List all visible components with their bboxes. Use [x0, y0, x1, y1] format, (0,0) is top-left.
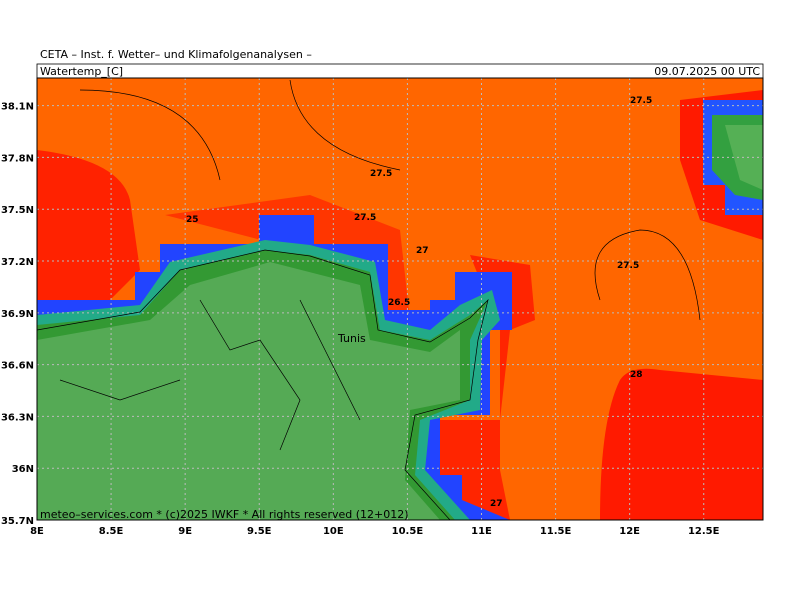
lon-tick-label: 10E [323, 526, 344, 537]
contour-label: 27 [416, 246, 429, 256]
footer: meteo–services.com * (c)2025 IWKF * All … [40, 508, 409, 521]
lat-tick-label: 35.7N [1, 516, 34, 527]
contour-label: 27.5 [354, 213, 376, 223]
title: CETA – Inst. f. Wetter– und Klimafolgena… [40, 48, 312, 61]
contour-label: 25 [186, 215, 199, 225]
lon-tick-label: 8E [30, 526, 44, 537]
lat-tick-label: 37.8N [1, 153, 34, 164]
contour-label: 27.5 [617, 261, 639, 271]
lat-tick-label: 38.1N [1, 102, 34, 113]
lat-tick-label: 36.3N [1, 412, 34, 423]
city-label: Tunis [337, 332, 366, 345]
lon-tick-label: 11.5E [540, 526, 572, 537]
lat-tick-label: 37.2N [1, 257, 34, 268]
lon-tick-label: 9.5E [247, 526, 272, 537]
lat-tick-label: 36.6N [1, 361, 34, 372]
lon-tick-label: 12.5E [688, 526, 720, 537]
contour-label: 27.5 [630, 96, 652, 106]
coastline [36, 79, 701, 521]
variable: Watertemp_[C] [40, 65, 123, 78]
lon-tick-label: 12E [619, 526, 640, 537]
map-frame [36, 77, 764, 521]
map-field [37, 78, 763, 520]
lon-tick-label: 8.5E [99, 526, 124, 537]
valid-time: 09.07.2025 00 UTC [654, 65, 760, 78]
lon-tick-label: 10.5E [392, 526, 424, 537]
lat-tick-label: 36.9N [1, 309, 34, 320]
lat-tick-label: 36N [12, 464, 34, 475]
lat-tick-label: 37.5N [1, 205, 34, 216]
contour-label: 26.5 [388, 298, 410, 308]
lon-tick-label: 9E [178, 526, 192, 537]
lon-tick-label: 11E [471, 526, 492, 537]
contour-label: 28 [630, 370, 643, 380]
contour-label: 27 [490, 499, 503, 509]
contour-label: 27.5 [370, 169, 392, 179]
